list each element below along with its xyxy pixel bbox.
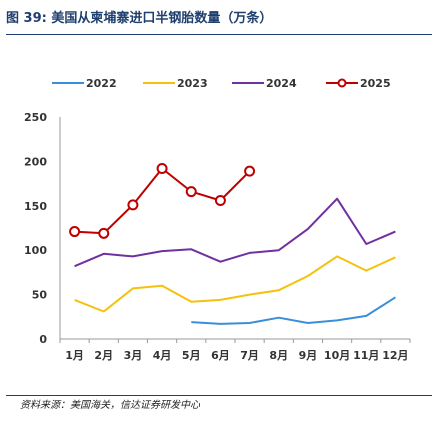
legend-label: 2023 [177, 77, 208, 90]
x-tick-label: 5月 [182, 349, 201, 362]
legend-item-2022: 2022 [52, 77, 117, 90]
x-tick-label: 2月 [94, 349, 113, 362]
y-tick-label: 0 [39, 333, 47, 346]
data-point-2025 [156, 163, 168, 175]
source-rule [6, 395, 432, 396]
y-tick-label: 150 [24, 200, 47, 213]
series-line-2023 [74, 255, 396, 313]
data-point-2025 [244, 165, 256, 177]
y-axis: 0 50 100 150 200 250 [24, 111, 61, 346]
plot-area [69, 163, 396, 325]
legend-label: 2022 [86, 77, 117, 90]
x-tick-label: 4月 [153, 349, 172, 362]
data-point-2025 [127, 199, 139, 211]
data-point-2025 [214, 194, 226, 206]
legend-label: 2025 [360, 77, 391, 90]
legend-item-2023: 2023 [143, 77, 208, 90]
x-tick-label: 12月 [382, 349, 408, 362]
x-tick-label: 10月 [324, 349, 350, 362]
legend-item-2025: 2025 [326, 77, 391, 90]
series-line-2024 [74, 197, 396, 268]
source-note: 资料来源：美国海关，信达证券研发中心 [20, 400, 200, 411]
figure-title: 图 39: 美国从柬埔寨进口半钢胎数量（万条） [6, 11, 273, 26]
x-tick-label: 8月 [269, 349, 288, 362]
x-axis: 1月 2月 3月 4月 5月 6月 7月 8月 9月 10月 11月 12月 [59, 338, 411, 362]
title-rule [6, 34, 432, 35]
y-tick-label: 250 [24, 111, 47, 124]
x-tick-label: 9月 [299, 349, 318, 362]
y-tick-label: 100 [24, 244, 47, 257]
x-tick-label: 3月 [124, 349, 143, 362]
legend-label: 2024 [266, 77, 297, 90]
legend: 2022 2023 2024 2025 [52, 77, 391, 90]
y-tick-label: 200 [24, 155, 47, 168]
y-tick-label: 50 [32, 289, 48, 302]
x-tick-label: 11月 [353, 349, 379, 362]
legend-marker [337, 78, 347, 88]
x-tick-label: 1月 [65, 349, 84, 362]
series-line-2022 [191, 296, 396, 325]
x-tick-label: 6月 [211, 349, 230, 362]
data-point-2025 [98, 227, 110, 239]
data-point-2025 [185, 186, 197, 198]
data-point-2025 [69, 226, 81, 238]
x-tick-label: 7月 [240, 349, 259, 362]
legend-item-2024: 2024 [232, 77, 297, 90]
